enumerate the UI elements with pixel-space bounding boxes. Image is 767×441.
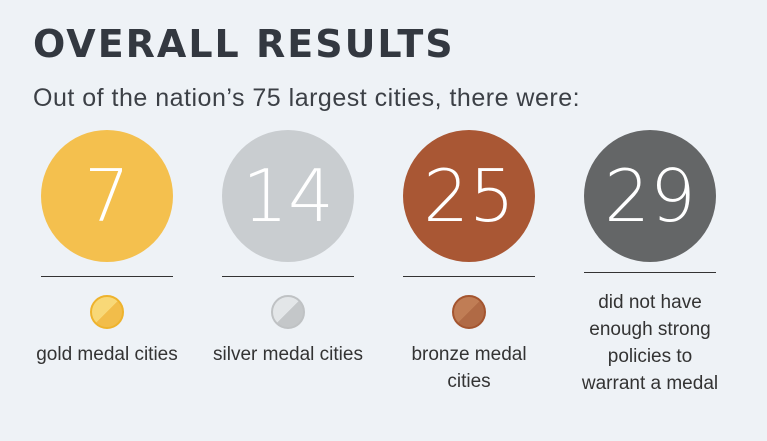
divider bbox=[584, 272, 716, 273]
bronze-medal-icon bbox=[452, 295, 486, 329]
silver-medal-icon bbox=[271, 295, 305, 329]
divider bbox=[41, 276, 173, 277]
count-circle: 7 bbox=[41, 130, 173, 262]
page-title: OVERALL RESULTS bbox=[33, 22, 455, 66]
divider bbox=[403, 276, 535, 277]
result-no-medal: 29 did not have enough strong policies t… bbox=[575, 130, 725, 397]
count-circle: 14 bbox=[222, 130, 354, 262]
gold-medal-icon bbox=[90, 295, 124, 329]
result-label: gold medal cities bbox=[36, 344, 178, 365]
result-bronze: 25 bronze medal cities bbox=[394, 130, 544, 395]
count-circle: 25 bbox=[403, 130, 535, 262]
count-circle: 29 bbox=[584, 130, 716, 262]
result-label: silver medal cities bbox=[213, 344, 363, 365]
result-label: did not have enough strong policies to w… bbox=[581, 292, 719, 394]
divider bbox=[222, 276, 354, 277]
result-label: bronze medal cities bbox=[411, 344, 527, 392]
subtitle: Out of the nation’s 75 largest cities, t… bbox=[33, 84, 581, 112]
result-silver: 14 silver medal cities bbox=[213, 130, 363, 368]
result-gold: 7 gold medal cities bbox=[32, 130, 182, 368]
